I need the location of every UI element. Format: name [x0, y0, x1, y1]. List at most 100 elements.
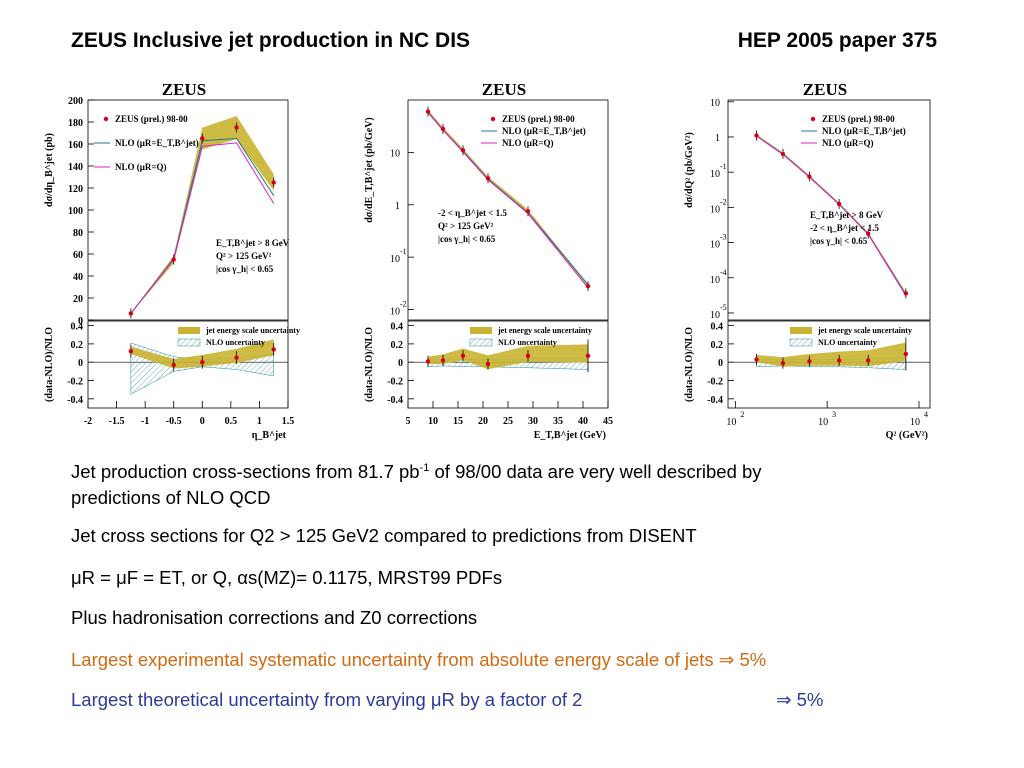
ratio-y-tick-label: -0.2	[387, 377, 403, 388]
panel-q2: ZEUS10-510-410-310-210-11100.40.20-0.2-0…	[684, 80, 931, 441]
bullet-scales: μR = μF = ET, or Q, αs(MZ)= 0.1175, MRST…	[71, 567, 503, 588]
ratio-y-tick-label: -0.4	[707, 395, 723, 406]
y-tick-label: 1	[395, 201, 400, 212]
bullet-text: Largest theoretical uncertainty from var…	[71, 689, 583, 710]
data-point	[754, 133, 759, 138]
ratio-frame	[727, 320, 931, 409]
data-point	[128, 311, 134, 316]
y-tick-label: 80	[73, 228, 83, 239]
x-axis-label: E_T,B^jet (GeV)	[534, 430, 606, 441]
ratio-point	[425, 359, 431, 364]
x-axis-label: Q² (GeV²)	[886, 430, 928, 441]
annotation-line: -2 < η_B^jet < 1.5	[438, 208, 507, 218]
data-point	[440, 126, 446, 132]
slide-header: ZEUS Inclusive jet production in NC DIS …	[71, 29, 937, 57]
y-tick-label: 120	[68, 184, 83, 195]
y-tick-label: 10	[710, 204, 720, 215]
ratio-point	[754, 357, 759, 362]
ratio-y-tick-label: 0.4	[391, 322, 404, 333]
ratio-legend-nlo: NLO uncertainty	[498, 338, 557, 347]
data-point	[271, 180, 276, 185]
x-tick-label: 35	[553, 416, 563, 427]
x-tick-label: 5	[406, 416, 411, 427]
data-point	[866, 231, 871, 236]
y-axis-label: dσ/dQ² (pb/GeV²)	[684, 132, 695, 208]
legend-data: ZEUS (prel.) 98-00	[115, 114, 188, 124]
ratio-legend-jes: jet energy scale uncertainty	[817, 326, 912, 335]
ratio-frame	[87, 320, 289, 409]
y-tick-label: 180	[68, 118, 83, 129]
bullet-exp-uncertainty: Largest experimental systematic uncertai…	[71, 649, 767, 670]
data-point	[903, 291, 909, 296]
legend-nlo-q: NLO (μR=Q)	[822, 138, 873, 148]
x-tick-label: 0.5	[225, 416, 238, 427]
plot-frame	[87, 99, 289, 321]
y-tick-label: 60	[73, 250, 83, 261]
ratio-y-tick-label: 0	[78, 358, 83, 369]
annotation-line: |cos γ_h| < 0.65	[438, 234, 496, 244]
ratio-point	[585, 353, 591, 358]
legend-nlo-et: NLO (μR=E_T,B^jet)	[115, 138, 199, 148]
panel-eta: ZEUS 0 20 40 60 80 100 120 140 160 180 200 0.4 0.2 0 -0…	[44, 80, 300, 441]
ratio-point	[200, 360, 205, 365]
ratio-legend-jes: jet energy scale uncertainty	[497, 326, 592, 335]
ratio-point	[440, 358, 446, 363]
ratio-y-tick-label: -0.4	[387, 395, 403, 406]
data-point	[525, 209, 531, 214]
y-axis-label: dσ/dE_T,B^jet (pb/GeV)	[364, 117, 375, 223]
y-tick-label: 0	[78, 316, 83, 327]
y-tick-label: 1	[715, 133, 720, 144]
legend-marker-data	[490, 116, 496, 122]
y-tick-label: 140	[68, 162, 83, 173]
ratio-y-tick-label: -0.2	[707, 377, 723, 388]
chart-title: ZEUS	[803, 80, 847, 99]
ratio-legend-nlo: NLO uncertainty	[206, 338, 265, 347]
ratio-point	[171, 362, 176, 368]
ratio-legend-nlo-swatch	[469, 338, 493, 347]
y-tick-exponent: -1	[720, 162, 727, 171]
ratio-y-axis-label: (data-NLO)/NLO	[684, 327, 695, 402]
y-tick-label: 160	[68, 140, 83, 151]
x-tick-label: 25	[503, 416, 513, 427]
arrow-result: ⇒ 5%	[776, 689, 824, 710]
ratio-y-tick-label: 0	[398, 358, 403, 369]
y-tick-label: 10	[710, 169, 720, 180]
y-tick-label: 10	[390, 307, 400, 318]
data-point	[460, 148, 466, 153]
bullet-theory-uncertainty: Largest theoretical uncertainty from var…	[71, 687, 823, 713]
bullet-superscript: -1	[419, 462, 430, 474]
ratio-legend-jes: jet energy scale uncertainty	[205, 326, 300, 335]
y-tick-exponent: -5	[720, 303, 727, 312]
ratio-point	[485, 361, 491, 367]
data-point	[425, 109, 431, 114]
legend-data: ZEUS (prel.) 98-00	[822, 114, 895, 124]
slide-reference: HEP 2005 paper 375	[737, 29, 937, 52]
y-tick-exponent: -4	[720, 268, 727, 277]
legend-nlo-q: NLO (μR=Q)	[502, 138, 553, 148]
x-tick-label: -1.5	[109, 416, 125, 427]
y-tick-exponent: -2	[400, 300, 407, 309]
ratio-y-tick-label: -0.2	[67, 377, 83, 388]
annotation-line: |cos γ_h| < 0.65	[216, 264, 274, 274]
x-tick-exponent: 2	[740, 410, 744, 419]
annotation-line: E_T,B^jet > 8 GeV	[216, 238, 290, 248]
nlo-q-line	[756, 135, 907, 296]
bullet-text-line2: predictions of NLO QCD	[71, 487, 271, 509]
x-tick-label: -0.5	[166, 416, 182, 427]
y-tick-label: 10	[390, 148, 400, 159]
ratio-y-tick-label: 0.2	[391, 340, 404, 351]
x-tick-label: 10	[818, 417, 828, 428]
plot-frame	[407, 99, 609, 321]
x-tick-label: 0	[200, 416, 205, 427]
data-point	[485, 176, 491, 181]
ratio-legend-nlo-swatch	[177, 338, 201, 347]
ratio-y-tick-label: 0	[718, 358, 723, 369]
ratio-jes-band	[428, 344, 588, 370]
y-tick-label: 10	[710, 310, 720, 321]
ratio-y-tick-label: 0.2	[71, 340, 84, 351]
figure-panels: ZEUS0204060801001201401601802000.40.20-0…	[44, 80, 931, 441]
ratio-y-tick-label: 0.4	[711, 322, 724, 333]
chart-title: ZEUS	[482, 80, 526, 99]
chart-title: ZEUS	[162, 80, 206, 99]
